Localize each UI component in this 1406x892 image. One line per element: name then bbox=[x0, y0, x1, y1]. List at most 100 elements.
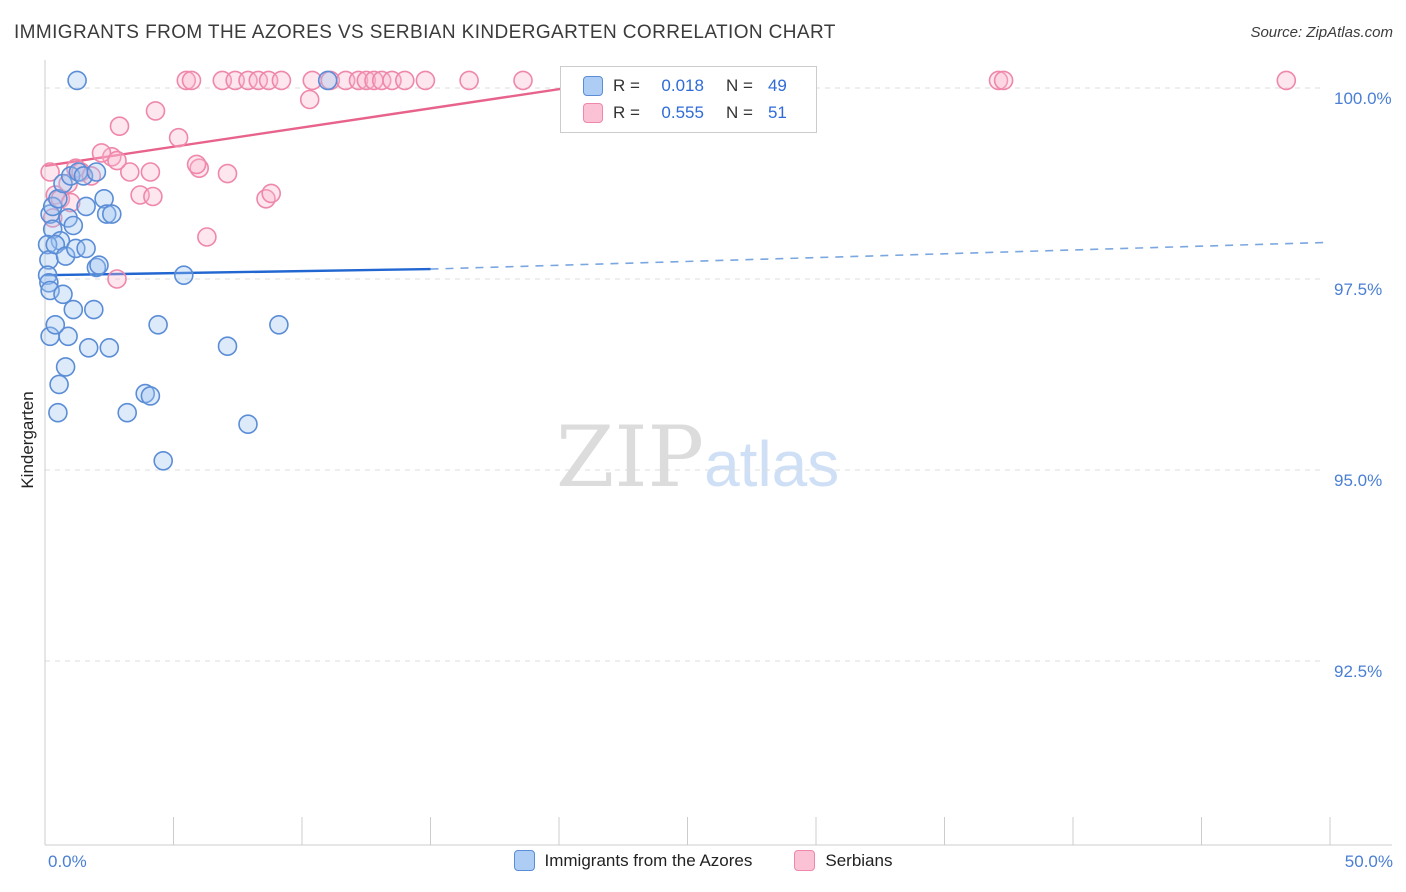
n-value-serbians: 51 bbox=[767, 103, 787, 122]
azores-point bbox=[66, 238, 86, 259]
n-label: N = bbox=[725, 76, 753, 95]
azores-point bbox=[55, 246, 76, 266]
legend-entry-azores-label: Immigrants from the Azores bbox=[544, 850, 753, 870]
y-tick-label: 95.0% bbox=[1334, 471, 1382, 490]
serbians-swatch-icon bbox=[583, 103, 603, 123]
serbian-point bbox=[145, 101, 166, 121]
azores-point bbox=[102, 204, 122, 224]
x-axis-min-label: 0.0% bbox=[48, 852, 87, 871]
azores-point bbox=[37, 265, 58, 286]
azores-point bbox=[84, 299, 104, 320]
azores-point bbox=[49, 374, 69, 395]
azores-trend-line-extrapolated bbox=[430, 241, 1331, 270]
y-tick-label: 92.5% bbox=[1334, 662, 1382, 681]
azores-point bbox=[58, 326, 78, 347]
azores-point bbox=[96, 204, 117, 224]
serbian-point bbox=[348, 70, 369, 91]
serbian-point bbox=[168, 127, 189, 148]
r-label: R = bbox=[613, 103, 640, 122]
azores-point bbox=[37, 234, 58, 255]
azores-point bbox=[317, 70, 338, 91]
serbian-point bbox=[107, 150, 127, 171]
azores-point bbox=[86, 162, 107, 182]
serbian-point bbox=[120, 162, 140, 182]
azores-point bbox=[140, 386, 161, 406]
azores-series bbox=[37, 70, 338, 471]
azores-point bbox=[55, 357, 76, 377]
azores-point bbox=[45, 314, 66, 335]
y-tick-label: 97.5% bbox=[1334, 280, 1382, 299]
serbian-point bbox=[140, 162, 161, 182]
azores-point bbox=[63, 299, 84, 320]
azores-point bbox=[174, 265, 194, 286]
azores-point bbox=[86, 257, 107, 278]
serbian-point bbox=[238, 70, 258, 91]
serbian-point bbox=[271, 70, 292, 91]
source-label: Source: ZipAtlas.com bbox=[1250, 24, 1393, 41]
azores-point bbox=[238, 414, 258, 435]
serbian-point bbox=[415, 70, 436, 91]
serbian-point bbox=[356, 70, 377, 91]
serbian-point bbox=[513, 70, 533, 91]
legend-row-azores: R = 0.018 N = 49 bbox=[583, 76, 802, 96]
x-axis-max-label: 50.0% bbox=[1344, 852, 1393, 871]
azores-point bbox=[53, 173, 73, 194]
legend-entry-azores[interactable]: Immigrants from the Azores bbox=[513, 850, 753, 871]
azores-point bbox=[78, 337, 99, 358]
serbian-point bbox=[186, 154, 207, 175]
azores-point bbox=[48, 189, 68, 209]
legend-row-serbians: R = 0.555 N = 51 bbox=[583, 103, 802, 123]
serbian-point bbox=[109, 116, 130, 136]
azores-point bbox=[39, 272, 59, 293]
serbian-point bbox=[459, 70, 479, 91]
azores-point bbox=[269, 314, 289, 335]
serbian-point bbox=[988, 70, 1009, 91]
serbian-point bbox=[143, 186, 163, 207]
serbian-point bbox=[107, 269, 127, 289]
serbian-point bbox=[176, 70, 197, 91]
r-value-serbians: 0.555 bbox=[661, 103, 704, 122]
azores-point bbox=[67, 70, 87, 91]
chart-title: IMMIGRANTS FROM THE AZORES VS SERBIAN KI… bbox=[14, 22, 836, 43]
correlation-legend-box: R = 0.018 N = 49 R = 0.555 N = 51 bbox=[560, 66, 817, 133]
azores-point bbox=[148, 314, 168, 335]
azores-point bbox=[48, 402, 68, 423]
azores-point bbox=[63, 215, 84, 236]
azores-point bbox=[76, 238, 96, 259]
legend-entry-serbians-label: Serbians bbox=[825, 850, 893, 870]
r-label: R = bbox=[613, 76, 640, 95]
serbian-point bbox=[40, 162, 60, 182]
azores-point bbox=[89, 255, 109, 276]
legend-entry-serbians[interactable]: Serbians bbox=[794, 850, 892, 871]
serbian-point bbox=[261, 183, 282, 204]
azores-point bbox=[117, 402, 137, 423]
n-value-azores: 49 bbox=[767, 76, 787, 95]
series-legend: Immigrants from the Azores Serbians bbox=[0, 850, 1406, 871]
serbian-point bbox=[197, 227, 217, 247]
azores-point bbox=[94, 189, 114, 209]
azores-point bbox=[53, 284, 73, 305]
azores-point bbox=[99, 337, 120, 358]
serbians-trend-line bbox=[44, 79, 619, 168]
azores-point bbox=[42, 219, 63, 240]
azores-point bbox=[76, 196, 96, 217]
azores-point bbox=[217, 336, 238, 357]
azores-swatch-icon bbox=[513, 850, 535, 871]
azores-point bbox=[153, 450, 173, 471]
serbian-point bbox=[217, 163, 238, 184]
serbian-point bbox=[248, 70, 269, 91]
n-label: N = bbox=[725, 103, 753, 122]
y-tick-label: 100.0% bbox=[1334, 89, 1392, 108]
serbian-point bbox=[299, 89, 320, 110]
serbian-point bbox=[371, 70, 392, 91]
serbian-point bbox=[1276, 70, 1297, 91]
serbian-point bbox=[91, 143, 112, 163]
r-value-azores: 0.018 bbox=[661, 76, 704, 95]
serbian-point bbox=[181, 70, 202, 91]
azores-swatch-icon bbox=[583, 76, 603, 96]
serbians-swatch-icon bbox=[794, 850, 816, 871]
serbian-point bbox=[394, 70, 415, 91]
serbian-point bbox=[993, 70, 1014, 91]
